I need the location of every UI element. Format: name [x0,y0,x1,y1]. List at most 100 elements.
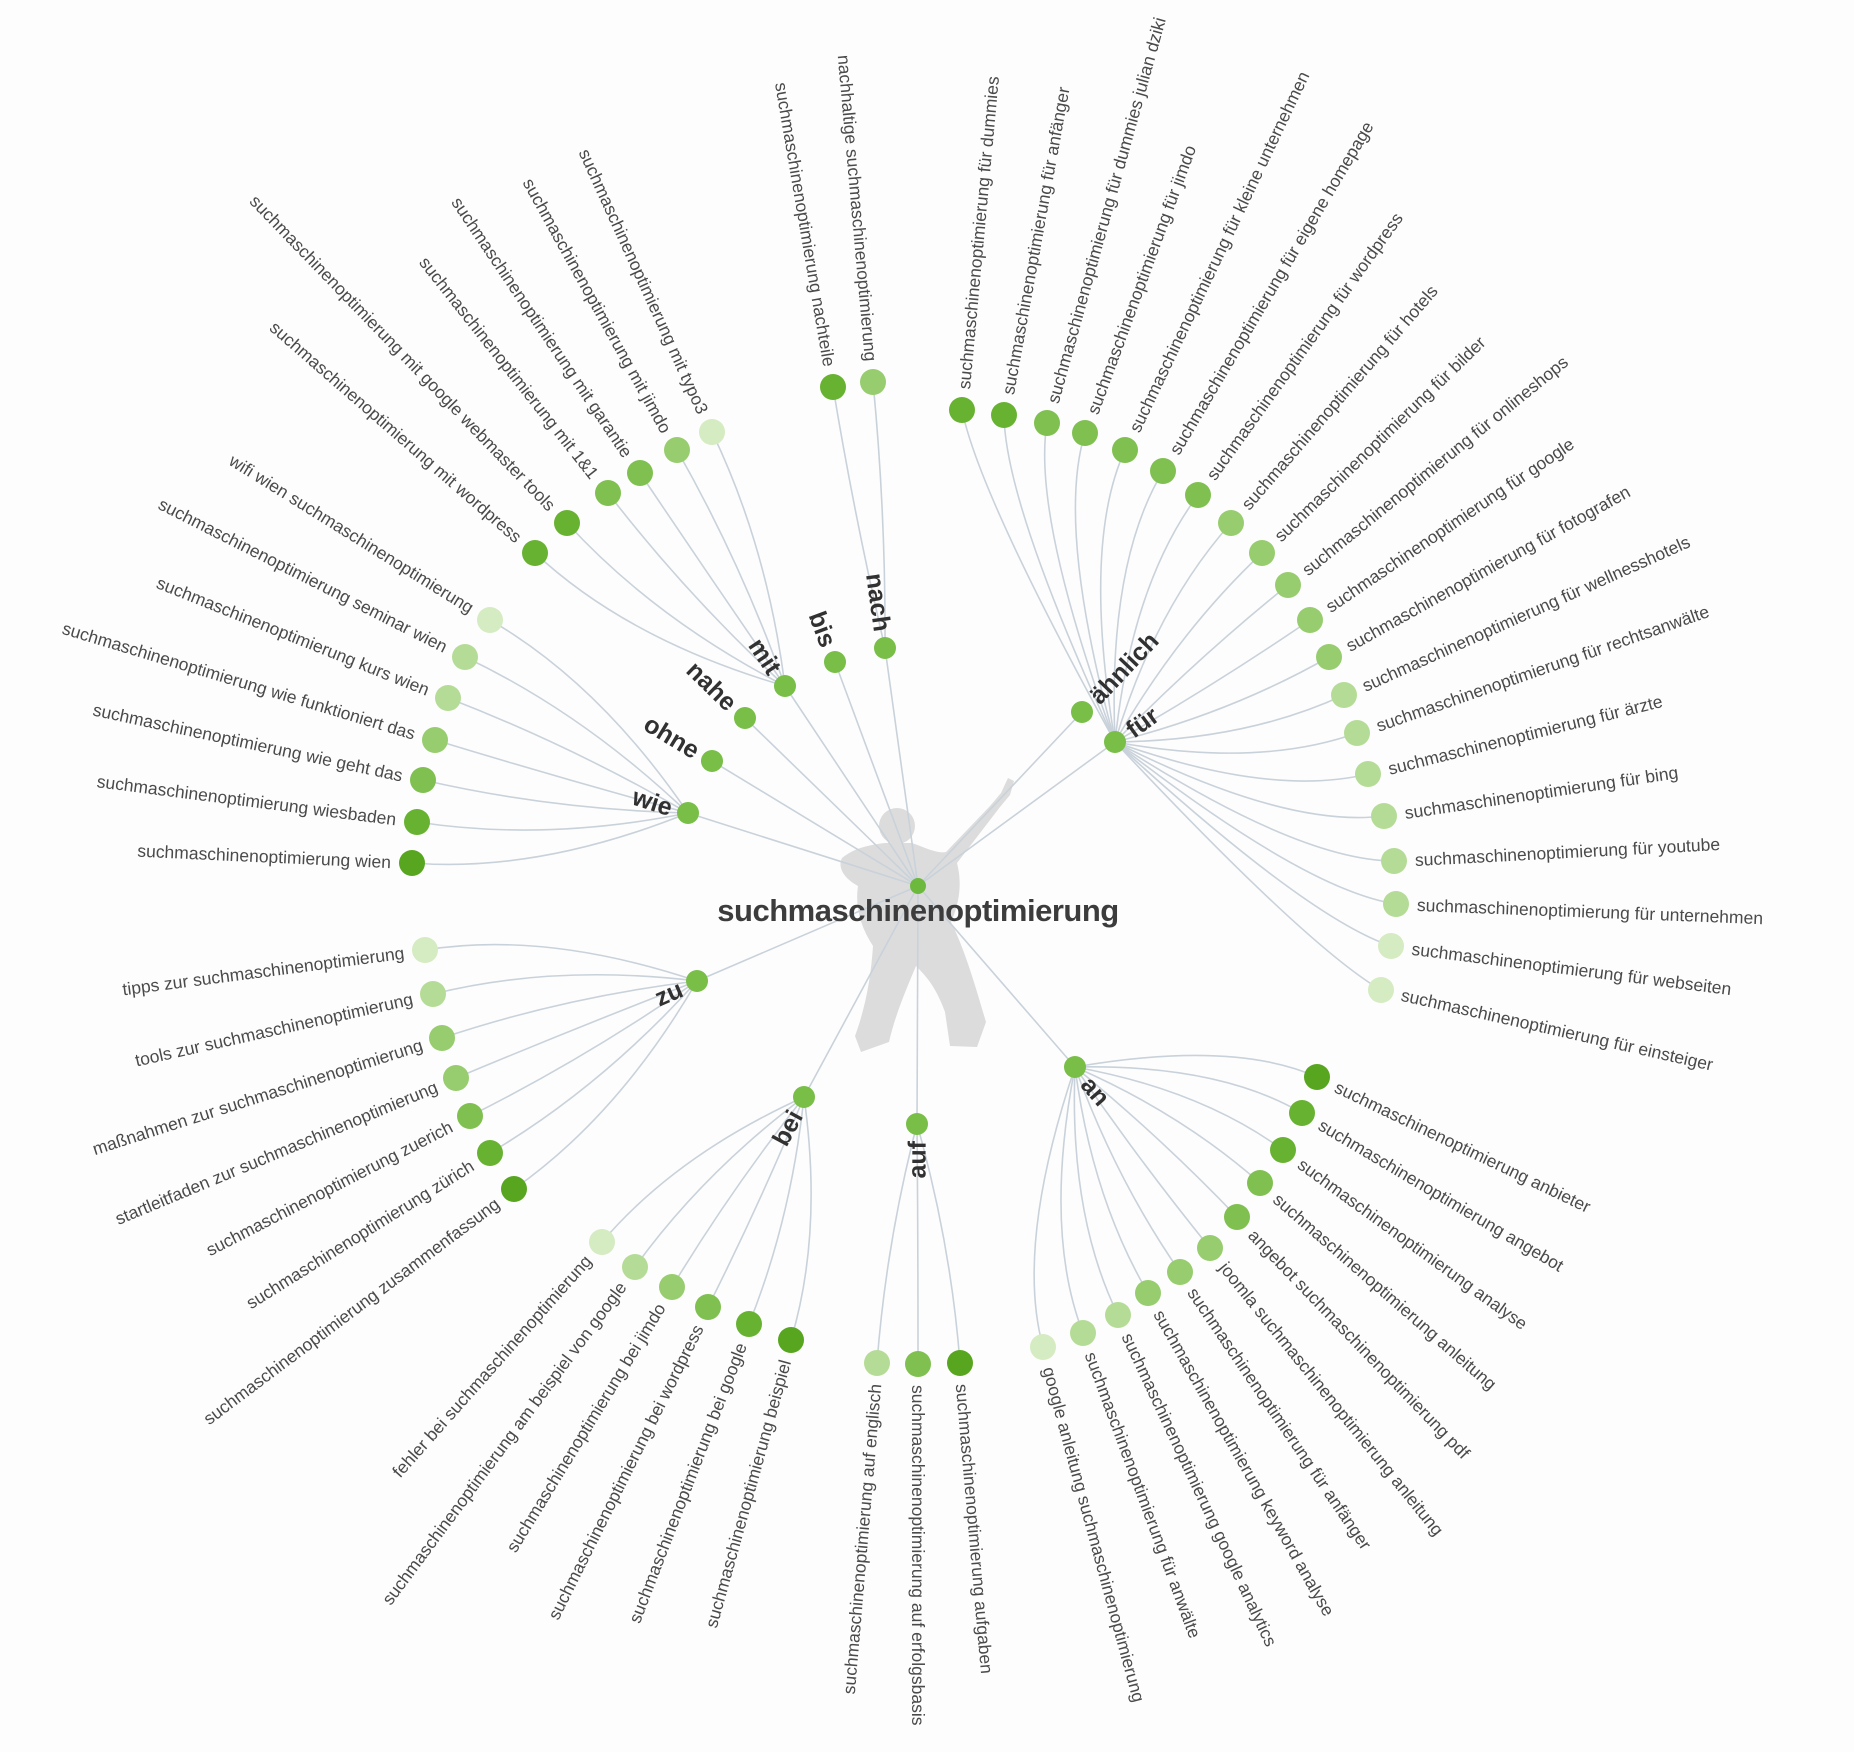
keyword-node-dot[interactable] [1105,1302,1131,1328]
keyword-node-dot[interactable] [1371,803,1397,829]
keyword-label[interactable]: suchmaschinenoptimierung nachteile [771,81,839,368]
root-node-dot[interactable] [910,878,926,894]
keyword-node-dot[interactable] [1150,458,1176,484]
keyword-node-dot[interactable] [1112,437,1138,463]
keyword-node-dot[interactable] [404,809,430,835]
branch-label-nach[interactable]: nach [860,572,896,634]
branch-label-bis[interactable]: bis [803,608,842,652]
keyword-node-dot[interactable] [1297,607,1323,633]
keyword-node-dot[interactable] [399,850,425,876]
branch-label-für[interactable]: für [1121,701,1165,743]
keyword-node-dot[interactable] [1344,720,1370,746]
keyword-node-dot[interactable] [695,1294,721,1320]
keyword-node-dot[interactable] [420,981,446,1007]
keyword-node-dot[interactable] [860,369,886,395]
keyword-node-dot[interactable] [589,1229,615,1255]
keyword-label[interactable]: suchmaschinenoptimierung für unternehmen [1417,895,1764,928]
branch-node-dot-an[interactable] [1064,1056,1086,1078]
branch-node-dot-mit[interactable] [774,675,796,697]
keyword-node-dot[interactable] [1167,1259,1193,1285]
keyword-node-dot[interactable] [1249,540,1275,566]
branch-node-dot-zu[interactable] [686,970,708,992]
keyword-node-dot[interactable] [477,607,503,633]
keyword-node-dot[interactable] [1218,510,1244,536]
branch-label-auf[interactable]: auf [904,1140,932,1178]
keyword-label[interactable]: suchmaschinenoptimierung für webseiten [1411,939,1733,999]
keyword-label[interactable]: suchmaschinenoptimierung für bing [1403,762,1679,823]
keyword-node-dot[interactable] [595,480,621,506]
keyword-label[interactable]: suchmaschinenoptimierung aufgaben [952,1383,997,1675]
keyword-node-dot[interactable] [905,1351,931,1377]
keyword-node-dot[interactable] [554,510,580,536]
keyword-node-dot[interactable] [991,402,1017,428]
keyword-node-dot[interactable] [1381,848,1407,874]
keyword-node-dot[interactable] [947,1350,973,1376]
keyword-node-dot[interactable] [429,1025,455,1051]
keyword-node-dot[interactable] [1197,1235,1223,1261]
keyword-node-dot[interactable] [443,1065,469,1091]
keyword-node-dot[interactable] [452,644,478,670]
keyword-label[interactable]: suchmaschinenoptimierung für youtube [1414,834,1720,870]
keyword-node-dot[interactable] [1030,1334,1056,1360]
keyword-node-dot[interactable] [1304,1064,1330,1090]
keyword-node-dot[interactable] [699,419,725,445]
branch-node-dot-auf[interactable] [906,1113,928,1135]
keyword-node-dot[interactable] [412,937,438,963]
branch-label-wie[interactable]: wie [628,783,676,822]
branch-node-dot-ähnlich[interactable] [1071,701,1093,723]
keyword-node-dot[interactable] [477,1140,503,1166]
keyword-node-dot[interactable] [627,460,653,486]
keyword-label[interactable]: google anleitung suchmaschinenoptimierun… [1039,1365,1149,1704]
keyword-node-dot[interactable] [778,1327,804,1353]
keyword-node-dot[interactable] [664,437,690,463]
keyword-node-dot[interactable] [659,1274,685,1300]
keyword-node-dot[interactable] [1135,1280,1161,1306]
keyword-node-dot[interactable] [622,1254,648,1280]
branch-node-dot-ohne[interactable] [701,750,723,772]
keyword-node-dot[interactable] [1270,1137,1296,1163]
keyword-node-dot[interactable] [864,1350,890,1376]
keyword-node-dot[interactable] [1331,682,1357,708]
keyword-node-dot[interactable] [1072,420,1098,446]
keyword-node-dot[interactable] [422,727,448,753]
keyword-node-dot[interactable] [1355,761,1381,787]
branch-label-ohne[interactable]: ohne [639,710,705,765]
keyword-label[interactable]: suchmaschinenoptimierung auf erfolgsbasi… [908,1385,928,1726]
keyword-node-dot[interactable] [435,685,461,711]
keyword-node-dot[interactable] [1289,1100,1315,1126]
keyword-label[interactable]: suchmaschinenoptimierung für anwälte [1081,1349,1205,1641]
branch-node-dot-bei[interactable] [793,1086,815,1108]
keyword-node-dot[interactable] [736,1311,762,1337]
keyword-node-dot[interactable] [1383,891,1409,917]
branch-node-dot-für[interactable] [1104,731,1126,753]
keyword-node-dot[interactable] [410,767,436,793]
branch-node-dot-nahe[interactable] [734,707,756,729]
keyword-label[interactable]: nachhaltige suchmaschinenoptimierung [834,54,881,362]
keyword-label[interactable]: suchmaschinenoptimierung für einsteiger [1399,985,1715,1075]
keyword-node-dot[interactable] [949,397,975,423]
keyword-node-dot[interactable] [1275,572,1301,598]
branch-node-dot-wie[interactable] [677,802,699,824]
keyword-node-dot[interactable] [1034,410,1060,436]
branch-node-dot-nach[interactable] [874,637,896,659]
keyword-node-dot[interactable] [457,1103,483,1129]
keyword-node-dot[interactable] [1247,1170,1273,1196]
keyword-label[interactable]: suchmaschinenoptimierung wie funktionier… [60,618,418,743]
keyword-label[interactable]: suchmaschinenoptimierung für dummies [954,75,1003,390]
keyword-node-dot[interactable] [1185,482,1211,508]
keyword-node-dot[interactable] [820,374,846,400]
keyword-label[interactable]: suchmaschinenoptimierung kurs wien [154,573,432,700]
branch-label-nahe[interactable]: nahe [681,656,742,717]
keyword-label[interactable]: suchmaschinenoptimierung wien [137,841,392,872]
keyword-node-dot[interactable] [1070,1320,1096,1346]
keyword-label[interactable]: suchmaschinenoptimierung wiesbaden [96,771,398,829]
keyword-label[interactable]: suchmaschinenoptimierung auf englisch [839,1383,886,1695]
keyword-node-dot[interactable] [1224,1204,1250,1230]
keyword-node-dot[interactable] [1316,644,1342,670]
keyword-label[interactable]: suchmaschinenoptimierung für jimdo [1083,142,1200,416]
keyword-node-dot[interactable] [501,1176,527,1202]
branch-node-dot-bis[interactable] [824,651,846,673]
keyword-node-dot[interactable] [522,540,548,566]
keyword-label[interactable]: tipps zur suchmaschinenoptimierung [121,943,405,999]
keyword-node-dot[interactable] [1378,933,1404,959]
